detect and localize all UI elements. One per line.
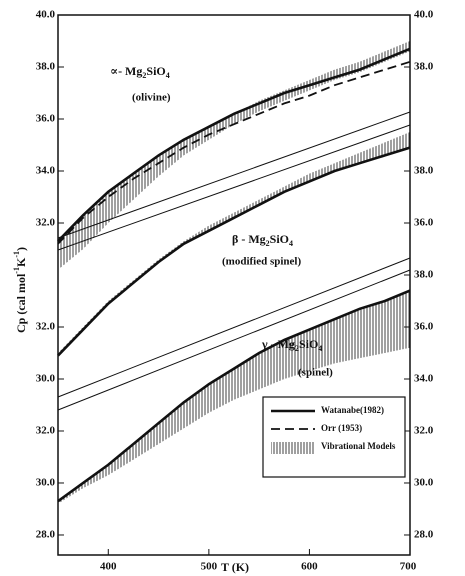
panel-dividers (57, 111, 411, 411)
y-tick-label: 32.0 (36, 217, 56, 229)
legend-label: Orr (1953) (321, 423, 362, 433)
divider (57, 257, 411, 398)
panel-sublabel: (spinel) (298, 367, 333, 379)
panel-label-part: 4 (318, 344, 322, 353)
panel-label: ∝- Mg2SiO4 (110, 64, 170, 81)
x-tick-label: 700 (400, 561, 417, 573)
panel-label-part: SiO (270, 232, 289, 246)
x-tick-label: 500 (201, 561, 218, 573)
x-axis-label: T (K) (221, 560, 249, 574)
x-tick-label: 600 (301, 561, 318, 573)
legend-swatch (271, 442, 315, 454)
y2-tick-label: 38.0 (414, 165, 434, 177)
legend-label: Watanabe(1982) (321, 405, 384, 415)
panel-label-part: 2 (295, 344, 299, 353)
panel-label-part: 4 (166, 71, 170, 80)
y-axis-label-part: K (14, 257, 28, 267)
y2-tick-label: 30.0 (414, 477, 434, 489)
y2-tick-label: 38.0 (414, 269, 434, 281)
x-tick-label: 400 (100, 561, 117, 573)
panel-sublabel: (modified spinel) (222, 256, 301, 268)
y-axis-label-part: -1 (12, 267, 21, 274)
panel-label-part: SiO (299, 337, 318, 351)
y-axis-label-part: -1 (12, 251, 21, 258)
y-tick-label: 32.0 (36, 425, 56, 437)
panel-label-part: 4 (289, 239, 293, 248)
y-tick-label: 30.0 (36, 373, 56, 385)
y-axis-label: Cp (cal mol-1K-1) (12, 247, 27, 333)
panel-label-part: 2 (142, 71, 146, 80)
y2-tick-label: 34.0 (414, 373, 434, 385)
panel-label-part: SiO (146, 64, 165, 78)
y2-tick-label: 40.0 (414, 9, 434, 21)
y2-tick-label: 36.0 (414, 217, 434, 229)
divider (57, 124, 411, 251)
y-tick-label: 36.0 (36, 113, 56, 125)
divider (57, 111, 411, 239)
y2-tick-label: 28.0 (414, 529, 434, 541)
y-tick-label: 40.0 (36, 9, 56, 21)
legend-label: Vibrational Models (321, 441, 396, 451)
y2-tick-label: 38.0 (414, 61, 434, 73)
divider (57, 269, 411, 411)
y2-tick-label: 36.0 (414, 321, 434, 333)
y-tick-label: 34.0 (36, 165, 56, 177)
panel-label-part: β - Mg (232, 232, 266, 246)
vibrational-band (58, 40, 410, 270)
panel-label-part: ∝- Mg (110, 64, 142, 78)
y-tick-label: 38.0 (36, 61, 56, 73)
y-axis-label-part: Cp (cal mol (14, 273, 28, 333)
panel-label-part: γ - Mg (261, 337, 295, 351)
y-axis-label-part: ) (14, 247, 28, 251)
vibrational-band (58, 131, 410, 356)
dashed-line (57, 60, 411, 245)
vibrational-band (58, 290, 410, 504)
y-tick-label: 32.0 (36, 321, 56, 333)
y-tick-label: 30.0 (36, 477, 56, 489)
y2-tick-label: 32.0 (414, 425, 434, 437)
panel-sublabel: (olivine) (132, 92, 171, 104)
panel-label: β - Mg2SiO4 (232, 232, 293, 249)
panel-label: γ - Mg2SiO4 (261, 337, 322, 354)
y-tick-label: 28.0 (36, 529, 56, 541)
panel-label-part: 2 (266, 239, 270, 248)
plot-frame (57, 14, 411, 556)
